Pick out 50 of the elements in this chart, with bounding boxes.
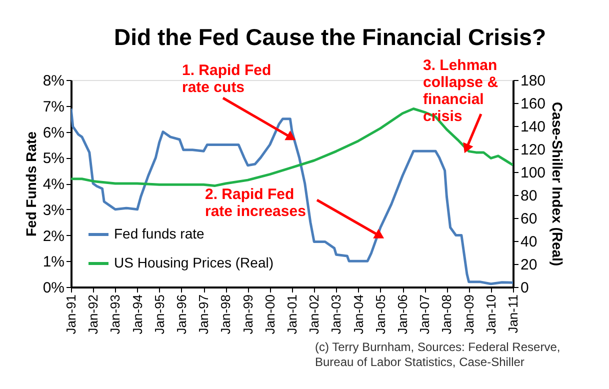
x-tick-label: Jan-99: [240, 294, 256, 334]
x-tick-label: Jan-11: [506, 294, 520, 334]
x-tick-label: Jan-07: [417, 294, 432, 334]
chart-title: Did the Fed Cause the Financial Crisis?: [114, 24, 546, 50]
x-tick-label: Jan-03: [328, 294, 344, 334]
x-tick-label: Jan-98: [218, 294, 234, 334]
y2-tick-label: 160: [520, 96, 546, 112]
y2-tick-label: 100: [520, 164, 546, 182]
x-tick-label: Jan-97: [196, 294, 212, 334]
x-tick-label: Jan-94: [130, 294, 145, 334]
x-tick-label: Jan-93: [108, 294, 123, 334]
y-tick-label: 4%: [42, 176, 64, 193]
x-tick-label: Jan-10: [483, 294, 498, 334]
legend-label: US Housing Prices (Real): [114, 254, 274, 270]
y-axis-title: Fed Funds Rate: [22, 131, 39, 237]
x-tick-label: Jan-95: [152, 294, 167, 334]
y2-tick-label: 120: [520, 142, 546, 158]
y2-tick-label: 0: [520, 280, 529, 296]
x-tick-label: Jan-05: [372, 294, 388, 334]
y2-tick-label: 20: [520, 256, 538, 274]
y-tick-label: 0%: [42, 280, 64, 296]
y-tick-label: 1%: [42, 254, 64, 271]
x-tick-label: Jan-00: [262, 294, 278, 334]
y-tick-label: 3%: [42, 202, 64, 219]
annotation: 1. Rapid Fed rate cuts: [182, 62, 272, 96]
y2-tick-label: 180: [520, 72, 546, 90]
x-tick-label: Jan-01: [284, 294, 300, 334]
x-tick-label: Jan-04: [350, 294, 366, 334]
x-tick-label: Jan-02: [306, 294, 322, 334]
x-tick-label: Jan-96: [174, 294, 189, 334]
y-tick-label: 5%: [42, 150, 64, 168]
y2-axis-title: Case-Shiller Index (Real): [550, 102, 566, 266]
y-tick-label: 2%: [42, 228, 64, 245]
y2-tick-label: 60: [520, 210, 538, 228]
y2-tick-label: 140: [520, 118, 546, 136]
y-tick-label: 7%: [42, 98, 64, 116]
x-tick-label: Jan-09: [461, 294, 476, 334]
y2-tick-label: 80: [520, 188, 538, 204]
y-tick-label: 8%: [42, 72, 64, 90]
x-tick-label: Jan-92: [86, 294, 101, 334]
line-series: [71, 107, 513, 286]
legend-label: Fed funds rate: [114, 226, 204, 242]
y-tick-label: 6%: [42, 124, 64, 142]
annotation: 2. Rapid Fed rate increases: [205, 186, 306, 220]
x-tick-label: Jan-08: [439, 294, 454, 334]
line-series: [71, 108, 513, 188]
x-tick-label: Jan-91: [64, 294, 78, 334]
y2-tick-label: 40: [520, 234, 538, 250]
x-tick-label: Jan-06: [395, 294, 410, 334]
text: (c) Terry Burnham, Sources: Federal Reserve, Bureau of Labor Statistics, Case-Shiller: [315, 340, 560, 369]
